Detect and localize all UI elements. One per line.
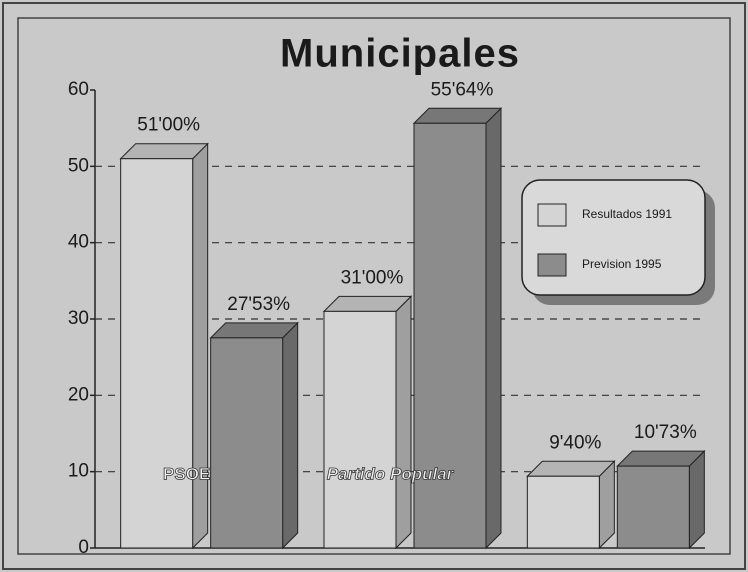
y-tick-label: 20 bbox=[68, 384, 89, 405]
bar bbox=[526, 475, 600, 549]
legend-label: Prevision 1995 bbox=[582, 257, 662, 271]
bar bbox=[210, 337, 284, 549]
y-tick-label: 0 bbox=[78, 537, 89, 558]
y-tick-label: 40 bbox=[68, 232, 89, 253]
value-label: 9'40% bbox=[549, 432, 601, 453]
x-category-label: Partido Popular bbox=[327, 464, 455, 483]
bar-top bbox=[209, 322, 299, 339]
y-tick-label: 60 bbox=[68, 79, 89, 100]
bar-top bbox=[616, 450, 706, 467]
value-label: 51'00% bbox=[137, 115, 200, 136]
value-label: 27'53% bbox=[227, 294, 290, 315]
inner-frame bbox=[17, 17, 731, 555]
bar-side bbox=[688, 449, 705, 550]
y-tick-label: 10 bbox=[68, 461, 89, 482]
value-label: 55'64% bbox=[431, 79, 494, 100]
chart-title: Municipales bbox=[280, 32, 520, 76]
bar-side bbox=[485, 107, 502, 550]
bar bbox=[616, 465, 690, 549]
bar bbox=[323, 310, 397, 549]
bar-top bbox=[526, 460, 616, 477]
bar-side bbox=[395, 295, 412, 550]
y-tick-label: 50 bbox=[68, 155, 89, 176]
x-category-label: PSOE bbox=[163, 464, 210, 483]
value-label: 10'73% bbox=[634, 422, 697, 443]
bar bbox=[413, 122, 487, 549]
bar-top bbox=[119, 143, 209, 160]
legend-label: Resultados 1991 bbox=[582, 207, 672, 221]
bar-side bbox=[192, 142, 209, 550]
bar bbox=[120, 158, 194, 549]
value-label: 31'00% bbox=[341, 267, 404, 288]
legend-box bbox=[521, 179, 706, 296]
bar-side bbox=[282, 321, 299, 550]
bar-top bbox=[412, 107, 503, 124]
y-tick-label: 30 bbox=[68, 308, 89, 329]
bar-top bbox=[322, 295, 413, 312]
legend-swatch bbox=[537, 203, 567, 227]
legend-swatch bbox=[537, 253, 567, 277]
